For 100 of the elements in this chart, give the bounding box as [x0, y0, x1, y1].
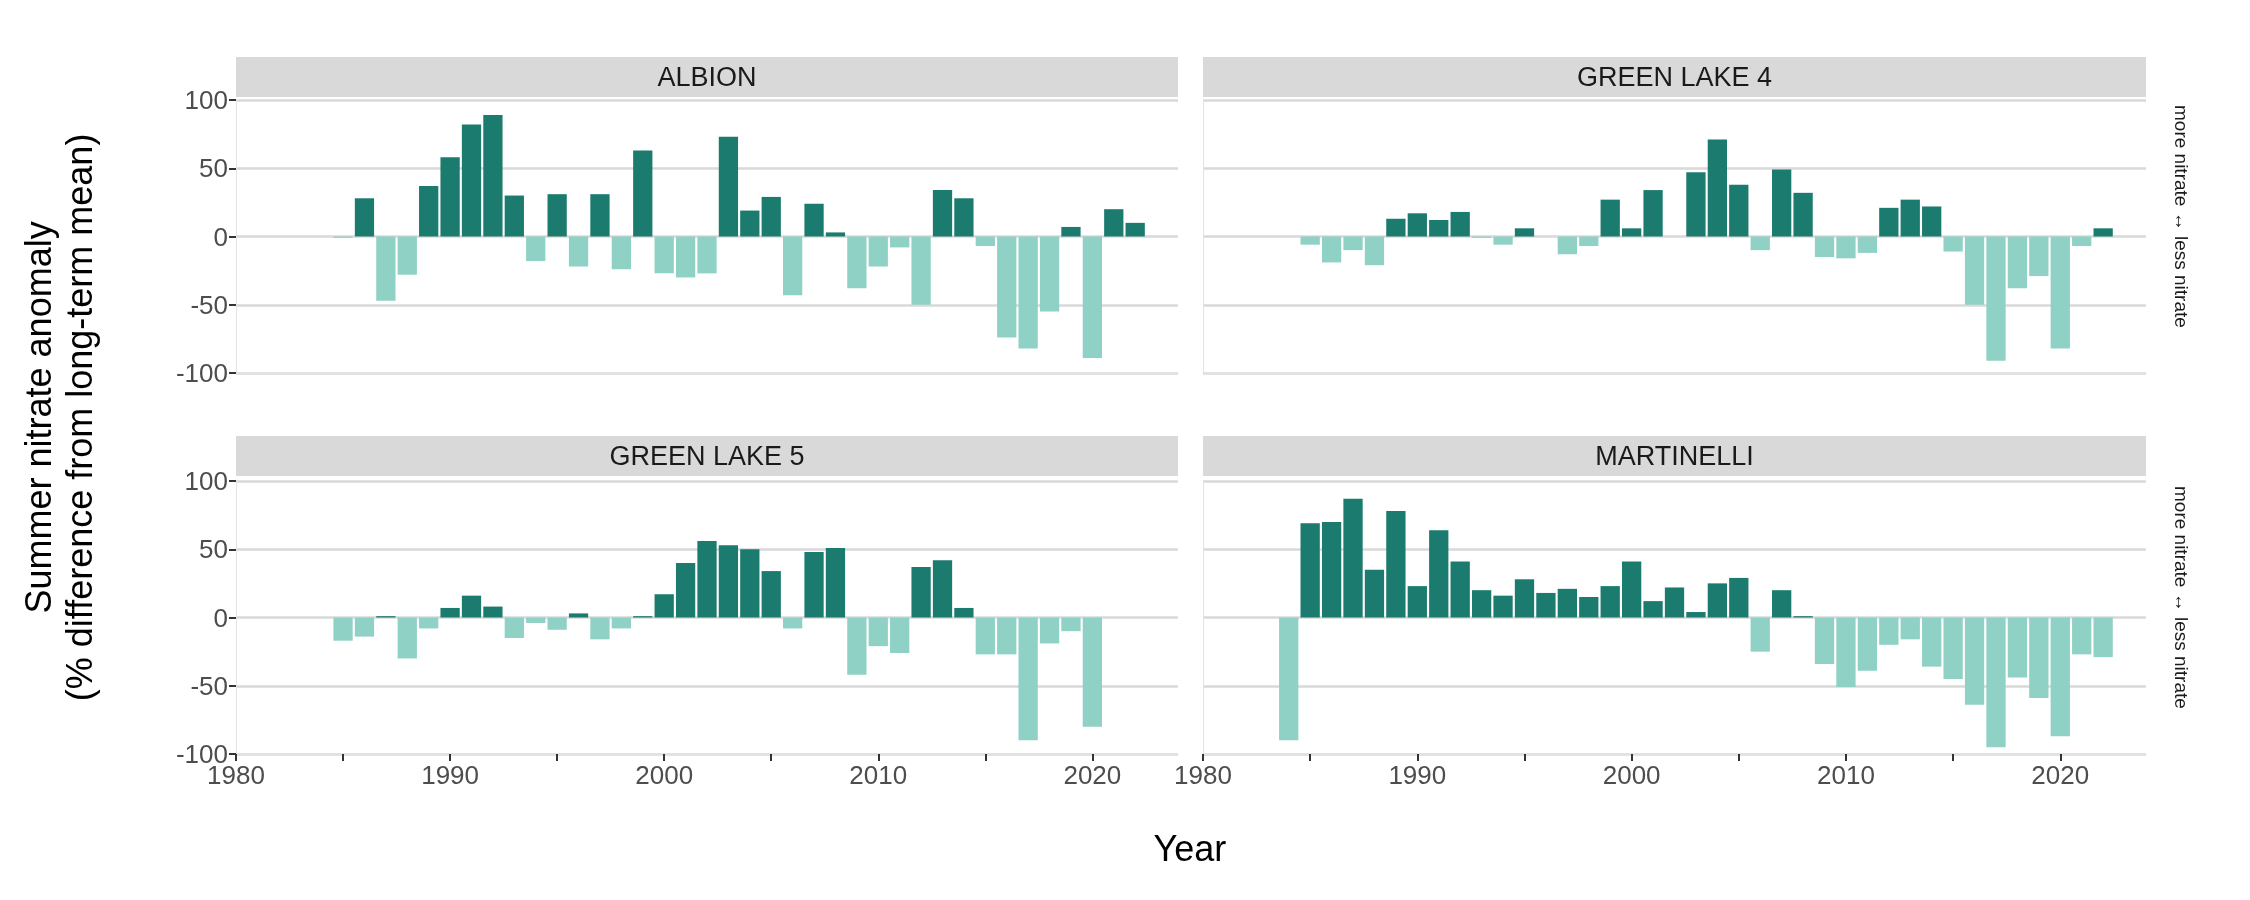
bar [1836, 236, 1856, 259]
bar [675, 236, 696, 278]
bar [1061, 617, 1081, 632]
bar [2072, 236, 2092, 247]
x-tick-label: 2000 [635, 760, 694, 790]
bar [354, 617, 375, 637]
bar [1643, 601, 1663, 618]
bar [526, 236, 546, 262]
y-tick-label: 0 [213, 602, 228, 633]
y-tick-label: -50 [190, 670, 228, 701]
bar [675, 562, 696, 618]
bar [975, 236, 995, 247]
x-tick-label: 2000 [1602, 760, 1661, 790]
chart-title: ALBION [236, 57, 1178, 97]
y-tick-label: -50 [190, 289, 228, 320]
bar [2029, 236, 2049, 277]
bar [1729, 184, 1749, 237]
bar [1879, 207, 1899, 237]
bar [697, 541, 717, 618]
x-tick-label: 2020 [1063, 760, 1122, 790]
bar [890, 236, 910, 248]
bar [804, 551, 824, 618]
x-tick-label: 1990 [421, 760, 480, 790]
bar [1279, 617, 1299, 741]
chart-title: MARTINELLI [1203, 436, 2146, 476]
y-tick-label: -100 [175, 358, 228, 388]
bar [761, 571, 781, 618]
bar [1429, 530, 1449, 618]
text: more nitrate ↔ less nitrate [2170, 486, 2192, 709]
bar [1321, 521, 1342, 618]
bar [1343, 236, 1363, 251]
y-tick-label: 0 [213, 221, 228, 252]
bar [1364, 569, 1385, 618]
bar [2007, 617, 2028, 678]
bar [783, 617, 803, 629]
bar [1061, 226, 1081, 237]
bar [483, 606, 503, 618]
bar [997, 617, 1017, 655]
bar [397, 617, 417, 659]
bar [1600, 199, 1620, 237]
bar [825, 232, 846, 237]
bar [932, 560, 953, 618]
bar [868, 236, 888, 267]
bar [1386, 218, 1406, 237]
bar [1879, 617, 1899, 645]
bar [997, 236, 1017, 338]
x-tick-label: 2010 [849, 760, 908, 790]
bar [911, 236, 931, 305]
bar [825, 547, 846, 618]
bar [1018, 617, 1038, 741]
bar [1300, 523, 1320, 618]
bar [2007, 236, 2028, 289]
bar [1300, 236, 1320, 245]
bar [1386, 511, 1406, 618]
bar [847, 617, 867, 675]
bar [1772, 590, 1792, 618]
chart-title: GREEN LAKE 4 [1203, 57, 2146, 97]
bar [1407, 586, 1427, 618]
bar [1793, 192, 1813, 237]
bar [2072, 617, 2092, 655]
bar [1707, 583, 1728, 618]
bar [1814, 617, 1835, 664]
bar [1429, 220, 1449, 237]
bar [590, 194, 610, 237]
bar [2050, 236, 2070, 349]
bar [1836, 617, 1856, 688]
bar [547, 194, 567, 237]
bar [1707, 139, 1728, 237]
bar [975, 617, 995, 655]
bar [718, 545, 739, 618]
bar [1922, 617, 1942, 667]
x-tick-label: 1980 [1174, 760, 1232, 790]
bar [1664, 587, 1685, 618]
bar [1343, 498, 1363, 618]
bar [1450, 211, 1470, 237]
bar [1321, 236, 1342, 263]
bar [1450, 561, 1470, 618]
bar [1364, 236, 1385, 266]
bar [2093, 617, 2113, 658]
bar [1557, 588, 1577, 618]
bar [1514, 579, 1535, 618]
bar [932, 190, 953, 237]
bar [1039, 236, 1060, 312]
bar [1686, 172, 1706, 237]
bar [1943, 236, 1963, 252]
bar [1857, 236, 1878, 253]
bar [740, 210, 760, 237]
bar [1471, 590, 1492, 618]
bar [1104, 209, 1124, 237]
bar [1750, 236, 1770, 251]
bar [1643, 190, 1663, 237]
y-tick-label: 50 [199, 153, 228, 184]
bar [1018, 236, 1038, 349]
bar [1729, 577, 1749, 618]
bar [1900, 199, 1920, 237]
bar [1943, 617, 1963, 679]
bar [718, 136, 739, 237]
bar [1900, 617, 1920, 640]
bar [783, 236, 803, 296]
bar [483, 115, 503, 237]
